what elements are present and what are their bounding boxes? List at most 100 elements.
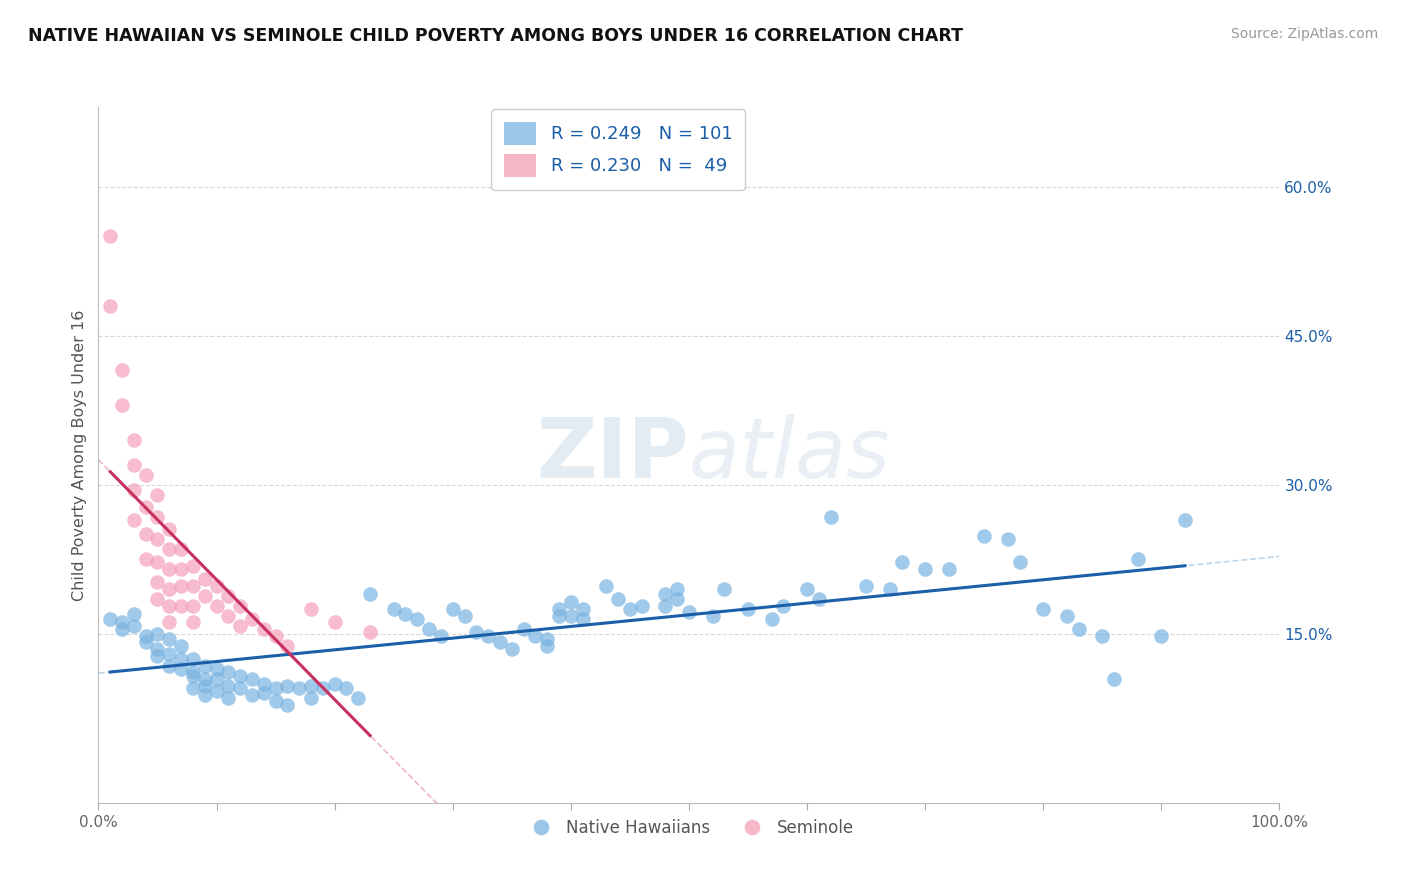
Point [524,629,547,643]
Point [807,592,830,607]
Point [170,662,193,676]
Point [973,529,995,543]
Point [595,579,617,593]
Point [122,619,145,633]
Point [111,622,134,636]
Point [146,533,169,547]
Point [170,562,193,576]
Point [157,523,180,537]
Point [394,607,416,621]
Point [217,665,239,679]
Point [146,592,169,607]
Point [1126,552,1149,566]
Text: Source: ZipAtlas.com: Source: ZipAtlas.com [1230,27,1378,41]
Point [359,587,381,601]
Point [122,512,145,526]
Point [1067,622,1090,636]
Point [205,662,228,676]
Point [560,595,582,609]
Point [1150,629,1173,643]
Point [1091,629,1114,643]
Point [205,579,228,593]
Point [229,619,252,633]
Point [276,639,298,653]
Point [181,599,204,613]
Y-axis label: Child Poverty Among Boys Under 16: Child Poverty Among Boys Under 16 [72,310,87,600]
Point [406,612,429,626]
Point [1174,512,1197,526]
Point [240,612,263,626]
Point [194,672,217,686]
Point [253,686,276,700]
Point [205,672,228,686]
Point [1008,555,1031,569]
Point [276,698,298,713]
Point [512,622,534,636]
Point [240,689,263,703]
Point [347,691,370,706]
Point [146,575,169,590]
Point [501,641,523,656]
Point [571,602,593,616]
Point [194,589,217,603]
Text: ZIP: ZIP [537,415,689,495]
Point [170,651,193,665]
Point [122,483,145,497]
Point [264,694,287,708]
Point [135,634,157,648]
Point [299,679,322,693]
Point [820,509,842,524]
Point [181,615,204,629]
Point [654,599,676,613]
Point [181,668,204,682]
Point [170,579,193,593]
Point [489,634,512,648]
Point [170,542,193,557]
Point [477,629,499,643]
Point [111,398,134,412]
Text: NATIVE HAWAIIAN VS SEMINOLE CHILD POVERTY AMONG BOYS UNDER 16 CORRELATION CHART: NATIVE HAWAIIAN VS SEMINOLE CHILD POVERT… [28,27,963,45]
Point [181,559,204,574]
Point [122,458,145,472]
Point [157,542,180,557]
Point [938,562,960,576]
Point [607,592,630,607]
Point [146,627,169,641]
Point [146,648,169,663]
Point [146,641,169,656]
Point [335,681,357,696]
Point [205,599,228,613]
Point [418,622,440,636]
Point [157,562,180,576]
Point [323,615,346,629]
Point [205,684,228,698]
Point [253,676,276,690]
Point [194,689,217,703]
Point [253,622,276,636]
Point [702,609,724,624]
Legend: Native Hawaiians, Seminole: Native Hawaiians, Seminole [517,812,860,843]
Point [359,624,381,639]
Point [122,607,145,621]
Point [229,681,252,696]
Point [264,681,287,696]
Point [288,681,311,696]
Point [146,509,169,524]
Point [217,679,239,693]
Point [630,599,652,613]
Point [548,602,571,616]
Point [796,582,818,596]
Point [135,500,157,514]
Point [548,609,571,624]
Point [157,658,180,673]
Point [98,229,121,244]
Point [666,582,689,596]
Point [98,299,121,313]
Point [453,609,475,624]
Point [146,555,169,569]
Point [157,582,180,596]
Point [217,691,239,706]
Point [654,587,676,601]
Point [713,582,735,596]
Point [465,624,488,639]
